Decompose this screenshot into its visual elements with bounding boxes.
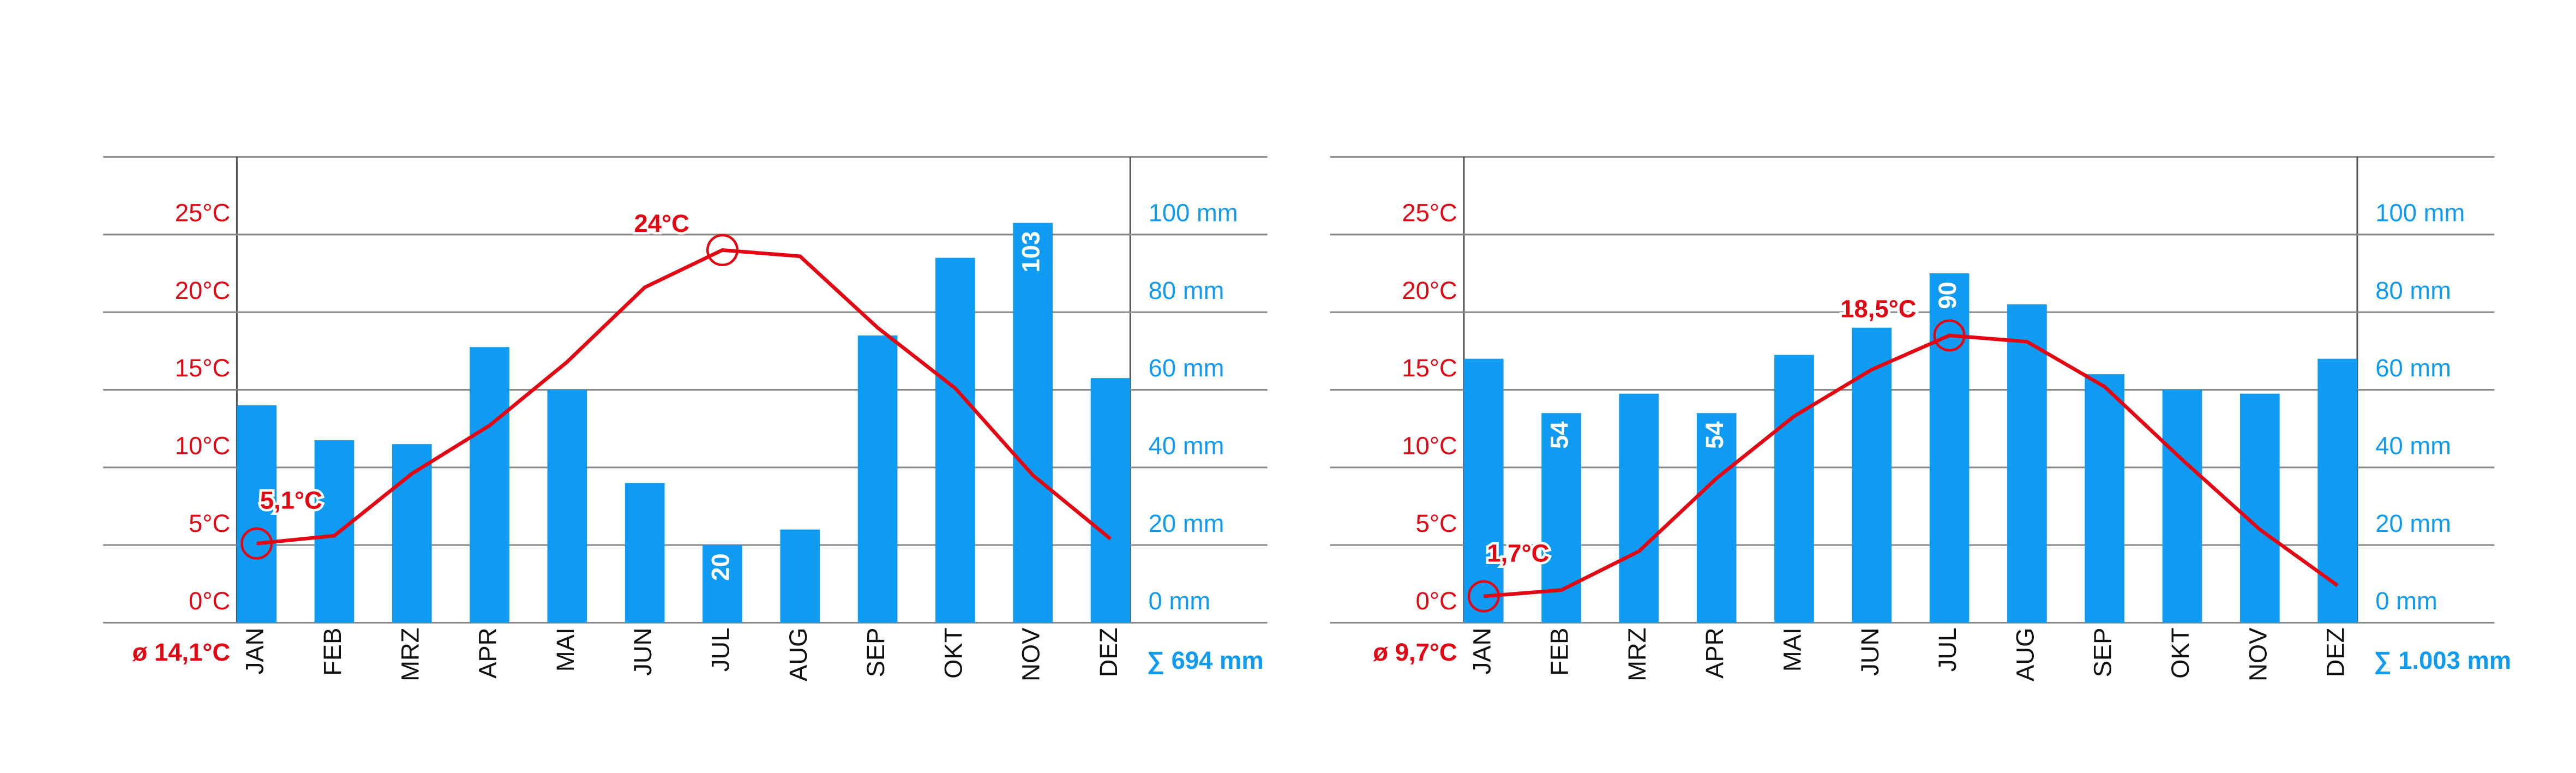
x-tick-label: APR xyxy=(474,628,502,679)
y-tick-label: 25°C xyxy=(1402,199,1457,227)
y2-tick-label: 20 mm xyxy=(2375,510,2451,537)
y-tick-label: 20°C xyxy=(175,277,230,304)
y2-tick-label: 0 mm xyxy=(1149,587,1211,615)
x-tick-label: JUN xyxy=(1856,628,1884,676)
x-tick-label: FEB xyxy=(319,628,346,676)
bar-value-label: 20 xyxy=(706,553,734,581)
precipitation-bar xyxy=(625,483,665,623)
precipitation-bar xyxy=(547,390,587,623)
x-tick-label: NOV xyxy=(1017,627,1045,681)
x-tick-label: APR xyxy=(1701,628,1728,679)
temperature-label: 24°C xyxy=(634,209,689,237)
x-tick-label: DEZ xyxy=(1095,628,1122,678)
x-tick-label: AUG xyxy=(784,628,812,681)
y-tick-label: 25°C xyxy=(175,199,230,227)
x-tick-label: OKT xyxy=(2166,628,2194,679)
highlight-circle xyxy=(1467,580,1500,613)
y2-tick-label: 100 mm xyxy=(2375,199,2465,227)
precipitation-bar xyxy=(1013,223,1053,623)
temperature-label: 18,5°C xyxy=(1840,295,1916,323)
total-precipitation: ∑ 1.003 mm xyxy=(2374,646,2511,675)
x-tick-label: MAI xyxy=(551,628,579,672)
temperature-label: 5,1°C xyxy=(260,487,322,514)
precipitation-bar xyxy=(1929,273,1969,623)
y2-tick-label: 60 mm xyxy=(1149,354,1224,382)
x-tick-label: NOV xyxy=(2244,627,2272,681)
precipitation-bar xyxy=(1774,355,1814,623)
precipitation-bar xyxy=(2240,393,2280,623)
y-tick-label: 15°C xyxy=(175,354,230,382)
y2-tick-label: 80 mm xyxy=(2375,277,2451,304)
x-tick-label: MRZ xyxy=(1623,628,1651,681)
x-tick-label: JAN xyxy=(1468,628,1496,675)
mean-temperature: ø 14,1°C xyxy=(133,638,231,666)
x-tick-label: JUN xyxy=(629,628,657,676)
y2-tick-label: 80 mm xyxy=(1149,277,1224,304)
precipitation-bar xyxy=(314,440,355,623)
y2-tick-label: 0 mm xyxy=(2375,587,2437,615)
bar-value-label: 103 xyxy=(1017,231,1045,273)
y2-tick-label: 60 mm xyxy=(2375,354,2451,382)
x-tick-label: SEP xyxy=(862,628,890,678)
y2-tick-label: 100 mm xyxy=(1149,199,1238,227)
precipitation-bar xyxy=(237,405,277,623)
temperature-label: 1,7°C xyxy=(1487,539,1549,567)
y-tick-label: 15°C xyxy=(1402,354,1457,382)
precipitation-bar xyxy=(2317,358,2357,623)
temperature-line xyxy=(1484,333,2339,598)
y-tick-label: 5°C xyxy=(1416,510,1457,537)
x-tick-label: DEZ xyxy=(2322,628,2350,678)
precipitation-bar xyxy=(2007,304,2047,623)
y-tick-label: 10°C xyxy=(1402,432,1457,460)
y-tick-label: 5°C xyxy=(189,510,230,537)
y-tick-label: 10°C xyxy=(175,432,230,460)
y2-tick-label: 40 mm xyxy=(2375,432,2451,460)
y2-tick-label: 20 mm xyxy=(1149,510,1224,537)
temperature-line xyxy=(256,248,1112,546)
bar-value-label: 54 xyxy=(1701,421,1728,449)
highlight-circle xyxy=(706,233,739,266)
x-tick-label: JUL xyxy=(706,628,734,672)
x-tick-label: FEB xyxy=(1546,628,1574,676)
precipitation-bar xyxy=(702,545,742,623)
x-tick-label: AUG xyxy=(2011,628,2039,681)
precipitation-bar xyxy=(392,444,432,623)
x-tick-label: OKT xyxy=(939,628,967,679)
y2-tick-label: 40 mm xyxy=(1149,432,1224,460)
x-tick-label: JUL xyxy=(1933,628,1961,672)
x-tick-label: MAI xyxy=(1779,628,1806,672)
y-tick-label: 0°C xyxy=(1416,587,1457,615)
precipitation-bar xyxy=(1852,327,1892,623)
precipitation-bar xyxy=(470,347,509,623)
precipitation-bar xyxy=(1696,413,1737,623)
precipitation-bar xyxy=(2085,374,2125,623)
bar-value-label: 54 xyxy=(1546,421,1574,449)
y-tick-label: 20°C xyxy=(1402,277,1457,304)
precipitation-bar xyxy=(857,335,898,623)
precipitation-bar xyxy=(2162,390,2202,623)
x-tick-label: JAN xyxy=(241,628,269,675)
highlight-circle xyxy=(1933,319,1966,352)
y-tick-label: 0°C xyxy=(189,587,230,615)
precipitation-bar xyxy=(1541,413,1581,623)
x-tick-label: MRZ xyxy=(396,628,424,681)
precipitation-bar xyxy=(1090,378,1131,623)
precipitation-bar xyxy=(780,529,820,623)
x-tick-label: SEP xyxy=(2089,628,2117,678)
highlight-circle xyxy=(241,527,273,560)
precipitation-bar xyxy=(1619,393,1659,623)
bar-value-label: 90 xyxy=(1933,281,1961,309)
mean-temperature: ø 9,7°C xyxy=(1373,638,1457,666)
precipitation-bar xyxy=(935,257,975,623)
total-precipitation: ∑ 694 mm xyxy=(1147,646,1264,675)
precipitation-bar xyxy=(1463,358,1504,623)
